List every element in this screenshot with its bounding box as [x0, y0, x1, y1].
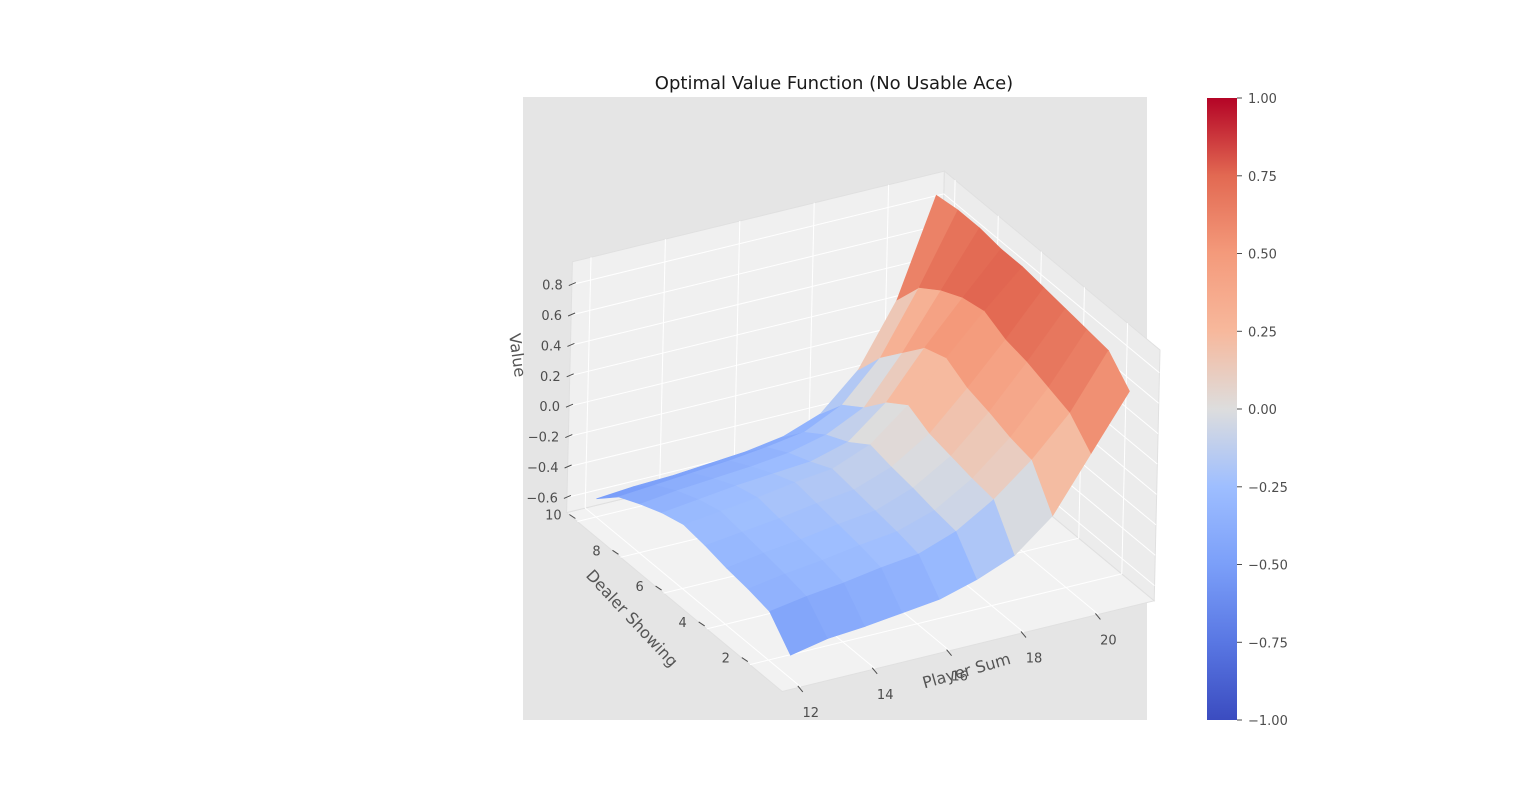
side-grid-z	[943, 193, 1160, 374]
z-tick-mark	[565, 403, 574, 408]
z-tick-label: −0.4	[527, 461, 559, 476]
back-grid-z	[569, 284, 942, 377]
y-tick-label: 6	[635, 580, 643, 595]
x-tick-label: 12	[803, 706, 820, 721]
z-tick-label: 0.4	[541, 339, 562, 354]
chart-title: Optimal Value Function (No Usable Ace)	[655, 73, 1013, 94]
x-tick-label: 18	[1026, 652, 1043, 667]
x-tick-mark	[1020, 631, 1027, 638]
z-tick-label: 0.6	[541, 309, 562, 324]
y-tick-label: 10	[545, 509, 562, 524]
floor-grid-y	[749, 573, 1122, 666]
back-grid-z	[571, 193, 944, 286]
z-tick-label: 0.0	[539, 400, 560, 415]
z-tick-mark	[567, 312, 576, 317]
surface-patch	[1069, 349, 1130, 455]
colorbar-tick-label: 0.75	[1248, 170, 1277, 185]
z-tick-label: −0.6	[526, 491, 558, 506]
colorbar-tick-label: 0.50	[1248, 248, 1277, 263]
x-tick-label: 14	[877, 688, 894, 703]
colorbar-tick-label: −1.00	[1248, 714, 1288, 729]
back-grid-x	[733, 220, 741, 472]
z-tick-mark	[565, 434, 573, 439]
colorbar-gradient	[1207, 98, 1237, 720]
z-tick-mark	[568, 282, 576, 287]
x-tick-label: 16	[951, 670, 968, 685]
y-tick-mark	[569, 514, 576, 519]
floor-grid-x	[584, 507, 802, 688]
back-grid-x	[584, 257, 592, 509]
z-tick-mark	[564, 464, 572, 469]
y-tick-label: 4	[679, 616, 687, 631]
back-grid-z	[570, 254, 943, 346]
colorbar-tick-label: 1.00	[1248, 92, 1277, 107]
z-tick-mark	[566, 373, 574, 378]
x-tick-mark	[1095, 613, 1101, 620]
colorbar-ticks: 1.00 0.75 0.50 0.25 0.00 −0.25 −0.50 −0.75 −1.00	[1237, 92, 1288, 729]
y-tick-mark	[655, 585, 662, 591]
back-grid-z	[570, 223, 944, 316]
x-tick-mark	[871, 667, 878, 675]
y-tick-mark	[612, 549, 619, 555]
y-tick-label: 8	[592, 544, 600, 559]
colorbar-tick-label: −0.75	[1248, 636, 1288, 651]
colorbar-tick-label: −0.25	[1248, 481, 1288, 496]
colorbar-tick-label: 0.00	[1248, 403, 1277, 418]
colorbar-tick-label: 0.25	[1248, 325, 1277, 340]
colorbar: 1.00 0.75 0.50 0.25 0.00 −0.25 −0.50 −0.75 −1.00	[1207, 92, 1288, 729]
colorbar-tick-label: −0.50	[1248, 559, 1288, 574]
x-tick-mark	[946, 649, 952, 657]
back-grid-z	[568, 315, 942, 407]
z-tick-mark	[563, 494, 572, 499]
z-tick-mark	[567, 342, 575, 347]
z-tick-label: −0.2	[528, 431, 560, 446]
z-tick-label: 0.2	[540, 370, 561, 385]
y-tick-mark	[741, 657, 749, 663]
y-tick-label: 2	[722, 652, 730, 667]
z-tick-label: 0.8	[542, 279, 563, 294]
value-surface	[596, 194, 1130, 656]
back-grid-x	[659, 239, 666, 490]
y-tick-mark	[698, 621, 705, 627]
x-tick-mark	[797, 685, 804, 693]
axis-ticks: 12 14 16 18 20 2 4 6 8 10 −0.6 −0.4 −0.2 0.0 0.2 0.4 0.6…	[526, 279, 1116, 721]
x-tick-label: 20	[1100, 633, 1117, 648]
back-grid-x	[807, 202, 815, 454]
side-grid-y	[1121, 323, 1129, 574]
